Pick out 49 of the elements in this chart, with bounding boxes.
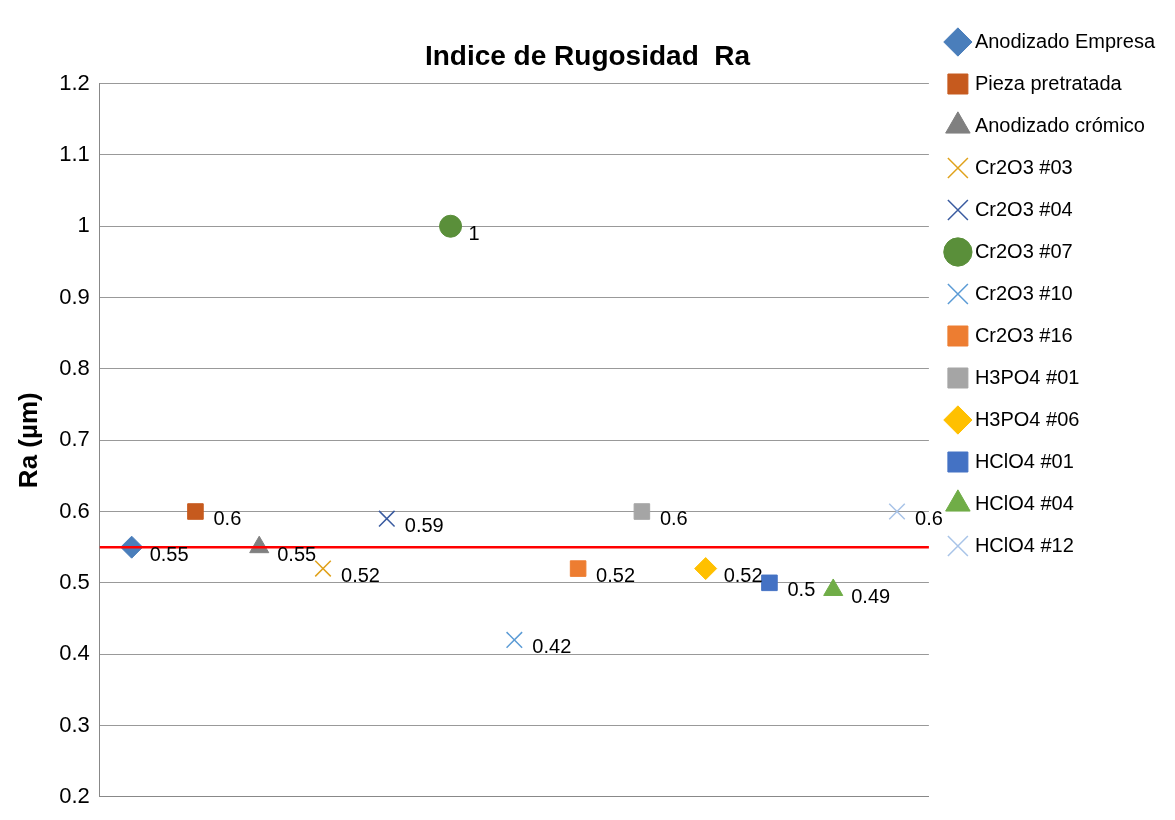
y-tick-label: 0.3 (59, 711, 90, 737)
data-label: 0.5 (787, 578, 816, 601)
legend-label: Pieza pretratada (974, 71, 1123, 94)
data-label: 0.52 (341, 564, 380, 587)
y-tick-label: 0.8 (59, 354, 90, 380)
point (694, 557, 718, 581)
y-axis-title: Ra (µm) (12, 392, 43, 489)
legend-label: Cr2O3 #04 (974, 197, 1073, 220)
data-label: 0.59 (404, 514, 444, 537)
legend-label: H3PO4 #06 (974, 407, 1080, 430)
data-label: 0.6 (213, 507, 242, 530)
data-label: 0.52 (723, 564, 763, 587)
data-label: 0.6 (659, 507, 688, 530)
legend-label: Cr2O3 #16 (974, 323, 1073, 346)
point (633, 503, 651, 520)
legend-label: Cr2O3 #03 (974, 155, 1073, 178)
y-tick-label: 0.5 (59, 568, 90, 594)
legend-label: H3PO4 #01 (974, 365, 1080, 388)
y-tick-label: 1 (77, 212, 90, 238)
y-tick-label: 1.2 (59, 69, 90, 95)
legend-label: Anodizado crómico (974, 113, 1145, 136)
y-tick-label: 0.7 (59, 426, 90, 452)
legend-label: Anodizado Empresa (974, 29, 1156, 52)
y-tick-label: 0.6 (59, 497, 90, 523)
point (314, 560, 332, 578)
point (761, 574, 778, 592)
point (888, 502, 906, 521)
y-tick-label: 0.2 (59, 782, 90, 808)
data-label: 0.55 (277, 542, 317, 565)
data-label: 0.6 (915, 507, 943, 530)
y-tick-label: 1.1 (59, 140, 90, 166)
point (569, 560, 587, 577)
data-label: 0.52 (596, 564, 636, 587)
legend-label: HClO4 #01 (974, 449, 1074, 472)
data-label: 0.42 (532, 635, 572, 658)
legend-label: HClO4 #12 (974, 533, 1074, 556)
legend-label: Cr2O3 #10 (974, 281, 1073, 304)
data-label: 0.49 (851, 585, 891, 608)
legend-label: Cr2O3 #07 (974, 239, 1073, 262)
data-label: 0.55 (149, 542, 189, 565)
point (505, 631, 523, 649)
chart-title: Indice de Rugosidad Ra (424, 39, 751, 71)
y-tick-label: 0.4 (59, 640, 90, 666)
legend-label: HClO4 #04 (974, 491, 1074, 514)
y-tick-label: 0.9 (59, 283, 90, 309)
point (187, 503, 204, 520)
point (439, 214, 463, 238)
point (378, 510, 396, 528)
data-label: 1 (468, 221, 480, 244)
